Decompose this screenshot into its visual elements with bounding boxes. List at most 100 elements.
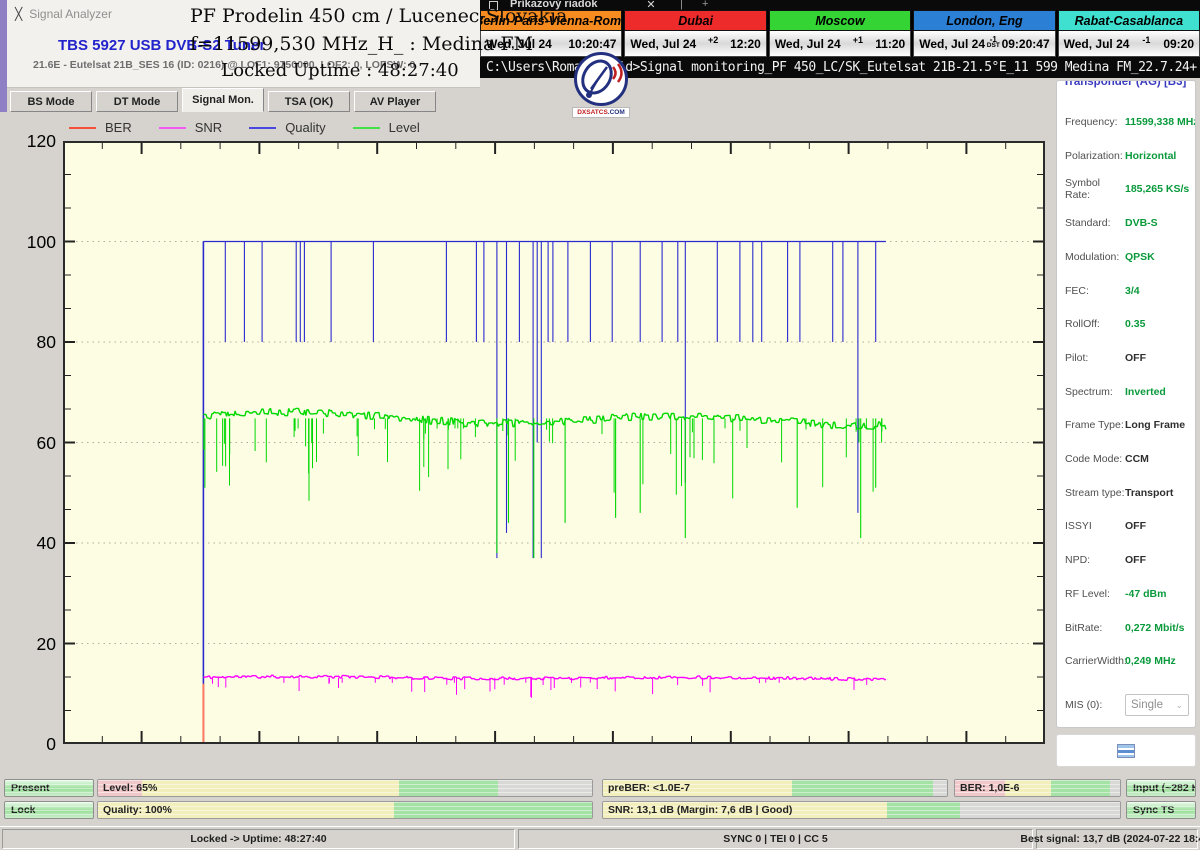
y-tick-label: 80: [36, 332, 56, 352]
console-close-icon[interactable]: ✕: [646, 0, 656, 10]
chart-plot-area: [63, 141, 1045, 744]
param-row-issyi: ISSYI OFF: [1065, 519, 1193, 533]
status-badge-input-282-kbps: Input (~282 Kbps): [1126, 779, 1196, 797]
ts-data-button[interactable]: [1056, 734, 1196, 767]
status-badge-sync-ts: Sync TS: [1126, 801, 1196, 819]
signal-monitor-chart: BER SNR Quality Level 120 100 80 60 40 20 0: [0, 112, 1050, 780]
param-label: Stream type:: [1065, 486, 1125, 499]
param-row-bitrate: BitRate: 0,272 Mbit/s: [1065, 621, 1193, 635]
param-value: 185,265 KS/s: [1125, 183, 1190, 196]
world-clock-1: Berlin-Paris-Vienna-Roma Wed, Jul 24 10:20…: [480, 10, 623, 57]
clock-time-row: Wed, Jul 24 -1 09:20: [1057, 31, 1200, 57]
satellite-dish-icon: [574, 52, 628, 106]
clock-date: Wed, Jul 24: [919, 36, 986, 51]
param-label: BitRate:: [1065, 621, 1103, 634]
param-label: NPD:: [1065, 554, 1091, 567]
param-row-spectrum: Spectrum: Inverted: [1065, 385, 1193, 399]
console-tab-separator: |: [680, 0, 683, 10]
clock-city-label: London, Eng: [913, 10, 1056, 31]
tab-bs-mode[interactable]: BS Mode: [10, 91, 92, 112]
clock-utc-offset: +1: [852, 34, 864, 45]
y-tick-label: 40: [36, 533, 56, 553]
y-tick-label: 100: [26, 231, 56, 252]
console-prompt[interactable]: C:\Users\Roman Dávid>Signal monitoring_P…: [486, 60, 1197, 75]
progress-bar-ber: BER: 1,0E-6: [954, 779, 1121, 797]
legend-label: SNR: [194, 120, 223, 135]
chevron-down-icon: ⌄: [1175, 699, 1183, 710]
param-row-pilot: Pilot: OFF: [1065, 351, 1193, 365]
tab-tsa-ok-[interactable]: TSA (OK): [268, 91, 350, 112]
param-row-fec: FEC: 3/4: [1065, 284, 1193, 298]
tab-signal-mon-[interactable]: Signal Mon.: [182, 88, 264, 112]
param-label: Code Mode:: [1065, 453, 1123, 465]
param-label: MIS (0):: [1065, 699, 1103, 711]
progress-bar-label: preBER: <1.0E-7: [608, 782, 690, 794]
clock-utc-offset: +2: [708, 34, 719, 45]
param-row-polarization: Polarization: Horizontal: [1065, 149, 1193, 163]
param-value: Transport: [1125, 486, 1174, 499]
world-clock-5: Rabat-Casablanca Wed, Jul 24 -1 09:20: [1057, 10, 1200, 57]
clock-date: Wed, Jul 24: [486, 36, 552, 51]
legend-swatch: [249, 126, 277, 129]
clock-time: 09:20:47: [1001, 36, 1050, 51]
param-value: 0.35: [1125, 318, 1146, 331]
progress-bar-label: Quality: 100%: [103, 804, 172, 816]
dxsatcs-logo: DXSATCS.COM: [572, 52, 630, 118]
param-value: Inverted: [1125, 385, 1166, 398]
console-titlebar: Príkazový riadok ✕ | +: [480, 0, 1200, 10]
y-tick-label: 20: [36, 633, 56, 654]
param-row-mis: MIS (0): Single ⌄: [1065, 693, 1189, 717]
param-label: RF Level:: [1065, 587, 1110, 600]
header-caption: PF Prodelin 450 cm / Lucenec-Slovakia f=…: [190, 3, 568, 84]
param-label: Modulation:: [1065, 250, 1120, 263]
app-logo-icon: ╳: [15, 7, 23, 21]
clock-time-row: Wed, Jul 24 +1 11:20: [768, 31, 912, 57]
param-row-npd: NPD: OFF: [1065, 553, 1193, 567]
mis-select[interactable]: Single ⌄: [1125, 694, 1189, 716]
legend-label: Quality: [285, 120, 326, 135]
console-window-icon: [489, 1, 498, 10]
tuner-lnb-settings: 21.6E - Eutelsat 21B_SES 16 (ID: 0216) @…: [33, 59, 416, 71]
status-badge-present: Present: [4, 779, 94, 797]
clock-city-label: Berlin-Paris-Vienna-Roma: [480, 10, 623, 31]
window-titlebar: ╳ Signal Analyzer: [15, 7, 112, 21]
clock-time: 09:20: [1163, 36, 1195, 51]
window-edge-accent: [0, 0, 7, 112]
legend-item-snr: SNR: [158, 120, 223, 135]
param-label: Frame Type:: [1065, 419, 1124, 432]
world-clocks: Berlin-Paris-Vienna-Roma Wed, Jul 24 10:20…: [480, 10, 1200, 57]
tab-dt-mode[interactable]: DT Mode: [96, 91, 178, 112]
param-row-code-mode: Code Mode: CCM: [1065, 452, 1193, 466]
clock-utc-offset: -1 DST: [986, 34, 1000, 49]
progress-bar-snr: SNR: 13,1 dB (Margin: 7,6 dB | Good): [602, 801, 1121, 819]
legend-swatch: [352, 126, 380, 129]
tab-av-player[interactable]: AV Player: [354, 91, 436, 112]
param-row-rf-level: RF Level: -47 dBm: [1065, 587, 1193, 601]
console-new-tab-icon[interactable]: +: [702, 0, 709, 10]
antenna-location-caption: PF Prodelin 450 cm / Lucenec-Slovakia: [190, 5, 568, 27]
param-value: CCM: [1125, 453, 1149, 465]
legend-label: Level: [388, 120, 420, 135]
y-tick-label: 0: [46, 734, 56, 754]
param-value: DVB-S: [1125, 217, 1158, 230]
indicator-row-2: Lock Quality: 100% SNR: 13,1 dB (Margin: 7…: [0, 801, 1200, 820]
clock-time: 11:20: [875, 36, 906, 51]
statusbar-uptime: Locked -> Uptime: 48:27:40: [2, 829, 515, 849]
param-value: 3/4: [1125, 284, 1140, 297]
param-value: 11599,338 MHz: [1125, 116, 1196, 128]
param-row-rolloff: RollOff: 0.35: [1065, 317, 1193, 331]
param-label: Spectrum:: [1065, 385, 1113, 398]
param-row-carrierwidth: CarrierWidth: 0,249 MHz: [1065, 654, 1193, 668]
param-label: RollOff:: [1065, 318, 1100, 331]
clock-time: 10:20:47: [568, 36, 617, 51]
world-clock-3: Moscow Wed, Jul 24 +1 11:20: [768, 10, 912, 57]
clock-city-label: Rabat-Casablanca: [1057, 10, 1200, 31]
transponder-panel-title: Transponder (AG) [B3]: [1063, 81, 1187, 88]
clock-time-row: Wed, Jul 24 +2 12:20: [624, 31, 767, 57]
param-label: FEC:: [1065, 284, 1089, 297]
param-row-modulation: Modulation: QPSK: [1065, 250, 1193, 264]
param-label: Symbol Rate:: [1065, 177, 1101, 202]
param-label: ISSYI: [1065, 520, 1092, 533]
tuner-name: TBS 5927 USB DVB-S2 Tuner: [58, 37, 266, 54]
clock-date: Wed, Jul 24: [630, 36, 697, 51]
